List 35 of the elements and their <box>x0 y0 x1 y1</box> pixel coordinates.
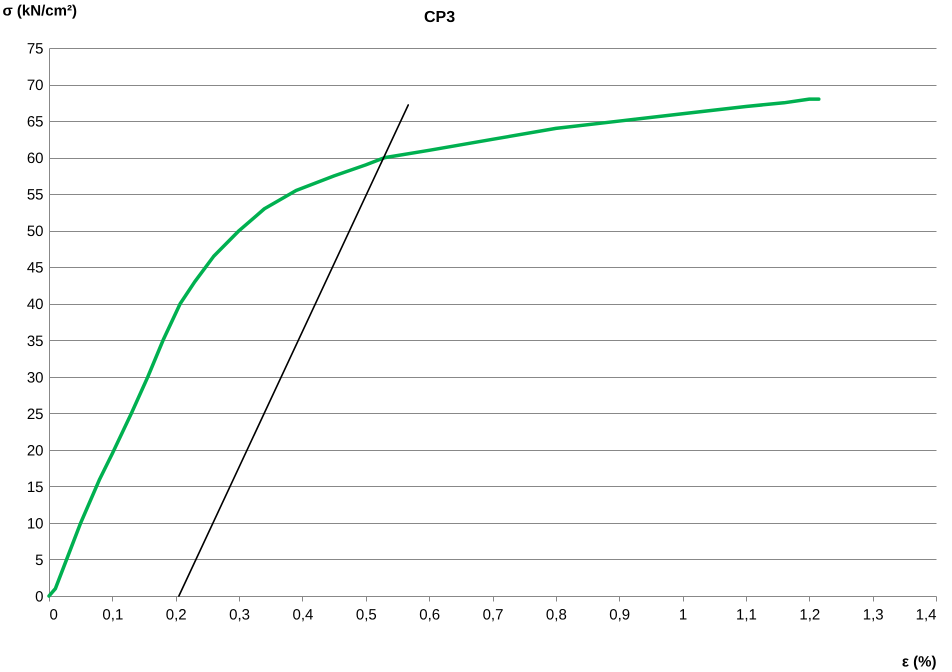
x-tick-label: 0,2 <box>166 606 187 624</box>
x-tick-label: 0,1 <box>102 606 124 624</box>
y-tick-label: 10 <box>26 515 44 532</box>
y-tick-label: 65 <box>26 114 44 131</box>
y-tick-label: 5 <box>35 552 44 569</box>
x-tick-label: 0,5 <box>356 606 377 624</box>
x-tick-label: 1,1 <box>736 606 757 624</box>
y-tick-label: 55 <box>26 186 44 204</box>
y-tick-label: 30 <box>26 369 44 386</box>
x-tick-label: 1,3 <box>862 606 884 624</box>
line-series <box>47 97 821 598</box>
x-tick-label: 0,4 <box>292 606 314 624</box>
y-tick-label: 25 <box>26 406 44 423</box>
y-tick-label: 40 <box>26 296 44 314</box>
y-tick-label: 70 <box>26 77 44 94</box>
chart-title: CP3 <box>424 9 456 26</box>
y-tick-label: 20 <box>26 442 44 460</box>
x-tick-label: 0,3 <box>229 606 250 624</box>
x-tick-label: 0,8 <box>546 606 567 624</box>
y-tick-label: 50 <box>26 223 44 240</box>
x-tick-label: 0 <box>50 606 58 624</box>
y-tick-label: 35 <box>26 332 44 350</box>
x-tick-label: 0,9 <box>609 606 630 624</box>
x-axis-title: ε (%) <box>902 654 936 670</box>
y-tick-label: 75 <box>26 40 44 58</box>
y-tick-label: 15 <box>26 478 44 496</box>
x-tick-label: 1 <box>678 606 688 624</box>
x-tick-label: 0,7 <box>482 606 504 624</box>
x-tick-label: 1,2 <box>799 606 820 624</box>
y-tick-label: 0 <box>35 588 44 606</box>
y-tick-label: 60 <box>26 150 44 168</box>
x-tick-label: 0,6 <box>419 606 440 624</box>
y-tick-label: 45 <box>26 260 44 277</box>
y-axis-title: σ (kN/cm²) <box>2 2 77 20</box>
x-tick-label: 1,4 <box>916 606 936 624</box>
